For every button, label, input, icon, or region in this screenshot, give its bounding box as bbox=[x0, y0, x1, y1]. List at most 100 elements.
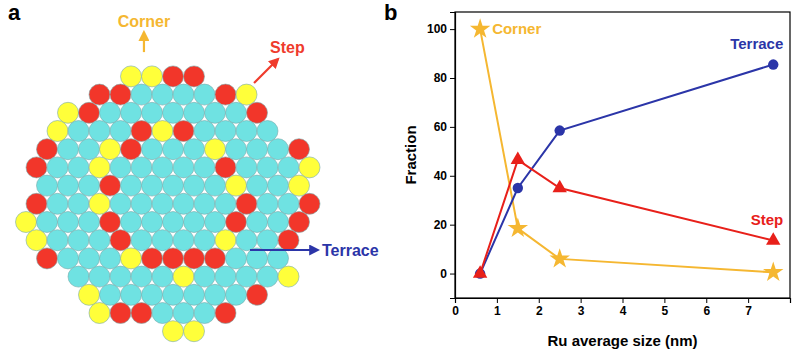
atom bbox=[205, 284, 226, 305]
x-tick-label: 6 bbox=[703, 304, 710, 318]
atom bbox=[142, 66, 163, 87]
x-axis: 01234567 bbox=[452, 298, 790, 318]
atom bbox=[205, 139, 226, 160]
atom bbox=[268, 139, 289, 160]
series-label: Corner bbox=[492, 20, 541, 37]
atom bbox=[100, 175, 121, 196]
atom bbox=[142, 212, 163, 233]
atom bbox=[194, 157, 215, 178]
atom bbox=[89, 303, 110, 324]
y-tick-mark bbox=[450, 127, 455, 128]
atom bbox=[257, 121, 278, 142]
x-axis-title: Ru average size (nm) bbox=[547, 332, 697, 349]
series-marker bbox=[470, 18, 490, 37]
atom bbox=[194, 84, 215, 105]
y-tick-label: 60 bbox=[434, 120, 448, 134]
atom bbox=[236, 266, 257, 287]
atom bbox=[226, 212, 247, 233]
atom bbox=[142, 175, 163, 196]
atom bbox=[121, 212, 142, 233]
atom bbox=[163, 212, 184, 233]
atom bbox=[205, 175, 226, 196]
atom bbox=[110, 84, 131, 105]
series-marker bbox=[554, 125, 564, 135]
x-tick-label: 4 bbox=[620, 304, 627, 318]
atom bbox=[184, 139, 205, 160]
x-tick: 0 bbox=[452, 298, 459, 318]
x-tick: 4 bbox=[620, 298, 627, 318]
series-labels: Corner Terrace Step bbox=[492, 20, 783, 227]
x-tick-mark bbox=[623, 298, 624, 303]
atom bbox=[152, 303, 173, 324]
panel-b: b01234567020406080100Ru average size (nm… bbox=[384, 0, 791, 349]
atom bbox=[173, 230, 194, 251]
atom bbox=[79, 284, 100, 305]
atom bbox=[47, 157, 68, 178]
atom bbox=[184, 248, 205, 269]
atom bbox=[110, 230, 131, 251]
atom bbox=[194, 230, 215, 251]
atom bbox=[226, 248, 247, 269]
atom bbox=[110, 303, 131, 324]
atom bbox=[215, 157, 236, 178]
particle bbox=[16, 66, 321, 342]
atom bbox=[184, 212, 205, 233]
atom bbox=[257, 230, 278, 251]
atom bbox=[215, 193, 236, 214]
x-tick-label: 1 bbox=[494, 304, 501, 318]
atom bbox=[163, 248, 184, 269]
atom bbox=[194, 193, 215, 214]
atom bbox=[163, 175, 184, 196]
atom bbox=[184, 284, 205, 305]
atom bbox=[47, 193, 68, 214]
atom bbox=[131, 84, 152, 105]
y-tick: 0 bbox=[440, 267, 455, 281]
atom bbox=[173, 266, 194, 287]
x-tick-label: 5 bbox=[662, 304, 669, 318]
atom bbox=[121, 284, 142, 305]
atom bbox=[247, 284, 268, 305]
y-tick-mark bbox=[450, 225, 455, 226]
atom bbox=[68, 121, 89, 142]
atom bbox=[89, 84, 110, 105]
panel-label: a bbox=[8, 0, 21, 25]
atom bbox=[268, 175, 289, 196]
atom bbox=[58, 139, 79, 160]
series-marker bbox=[766, 232, 780, 244]
atom bbox=[131, 121, 152, 142]
atom bbox=[257, 266, 278, 287]
atom bbox=[184, 175, 205, 196]
series-marker bbox=[473, 265, 487, 277]
atom bbox=[26, 230, 47, 251]
atom bbox=[68, 230, 89, 251]
y-tick: 80 bbox=[434, 71, 455, 85]
atom bbox=[131, 230, 152, 251]
atom bbox=[68, 157, 89, 178]
atom bbox=[289, 212, 310, 233]
atom bbox=[121, 66, 142, 87]
series-marker bbox=[552, 180, 566, 192]
atom bbox=[215, 303, 236, 324]
atom bbox=[110, 157, 131, 178]
plot-frame bbox=[455, 12, 790, 298]
x-tick-label: 7 bbox=[745, 304, 752, 318]
atom bbox=[226, 284, 247, 305]
atom bbox=[100, 212, 121, 233]
series-label: Terrace bbox=[730, 35, 783, 52]
atom bbox=[205, 248, 226, 269]
atom bbox=[79, 102, 100, 123]
x-tick: 3 bbox=[578, 298, 585, 318]
atom bbox=[173, 84, 194, 105]
atom bbox=[58, 175, 79, 196]
atom bbox=[278, 157, 299, 178]
atom bbox=[152, 84, 173, 105]
atom bbox=[257, 157, 278, 178]
series-label: Step bbox=[751, 211, 784, 228]
atom bbox=[194, 266, 215, 287]
x-tick-mark bbox=[581, 298, 582, 303]
x-axis-line bbox=[456, 299, 791, 304]
atom bbox=[100, 248, 121, 269]
series-marker bbox=[511, 152, 525, 164]
x-tick: 1 bbox=[494, 298, 501, 318]
atom bbox=[110, 193, 131, 214]
